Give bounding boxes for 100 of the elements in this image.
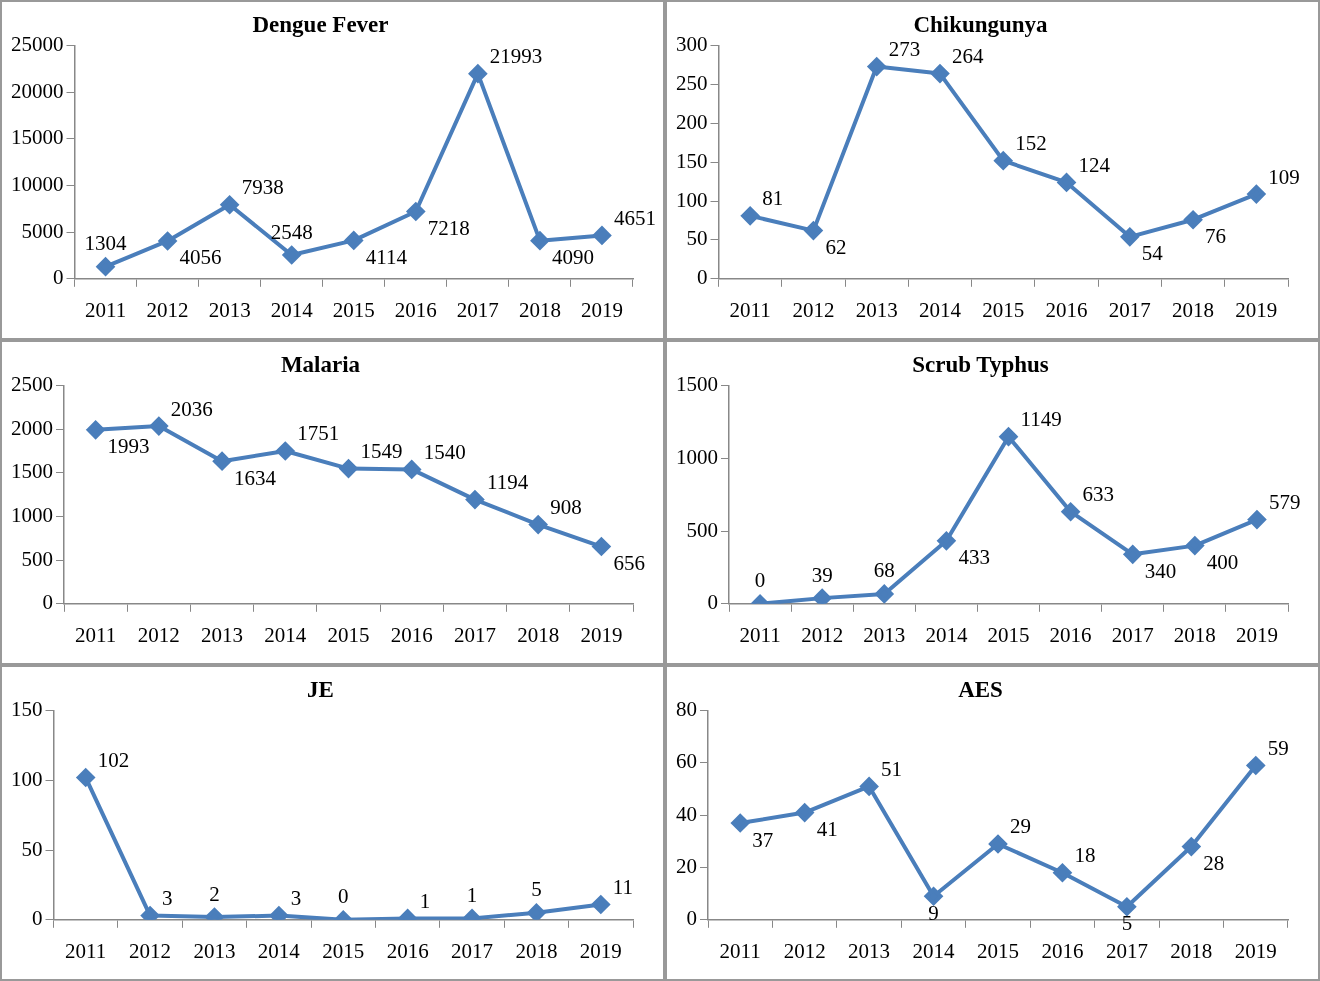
data-label: 29: [1010, 814, 1031, 839]
point: [1061, 502, 1080, 521]
data-label: 9: [928, 900, 939, 925]
x-tick-label: 2016: [386, 938, 429, 963]
data-label: 656: [613, 551, 645, 576]
data-label: 62: [825, 235, 847, 260]
x-tick-label: 2012: [129, 938, 172, 963]
y-tick-label: 100: [676, 187, 708, 212]
y-tick-label: 20000: [11, 78, 64, 103]
point: [1053, 863, 1072, 882]
data-label: 7938: [241, 175, 284, 200]
y-tick-label: 0: [53, 265, 64, 290]
y-tick-label: 0: [32, 906, 43, 931]
x-tick-label: 2017: [1111, 622, 1154, 647]
point: [795, 803, 814, 822]
x-tick-label: 2013: [848, 938, 891, 963]
x-tick-label: 2015: [332, 297, 375, 322]
data-label: 37: [752, 827, 774, 852]
x-tick-label: 2012: [801, 622, 844, 647]
x-tick-label: 2017: [451, 938, 494, 963]
data-label: 68: [873, 558, 895, 583]
point: [1123, 545, 1142, 564]
y-tick-label: 40: [676, 801, 697, 826]
data-label: 4090: [551, 245, 594, 270]
data-label: 28: [1203, 851, 1225, 876]
point: [276, 441, 295, 460]
data-label: 1304: [84, 231, 128, 256]
chart-title: Chikungunya: [913, 11, 1049, 37]
point: [86, 420, 105, 439]
point: [213, 452, 232, 471]
data-label: 81: [762, 186, 784, 211]
point: [999, 427, 1018, 446]
x-tick-label: 2015: [977, 938, 1019, 963]
y-tick-label: 2000: [11, 415, 53, 440]
point: [527, 903, 546, 920]
chart-title: Dengue Fever: [252, 11, 389, 37]
point: [875, 584, 894, 603]
point: [731, 814, 750, 833]
y-tick-label: 20: [676, 854, 697, 879]
y-tick-label: 1000: [11, 503, 53, 528]
point: [867, 57, 886, 76]
x-tick-label: 2018: [1172, 297, 1215, 322]
x-tick-label: 2014: [912, 938, 956, 963]
x-tick-label: 2011: [719, 938, 761, 963]
y-tick-label: 0: [42, 590, 53, 615]
chart-title: AES: [958, 676, 1003, 702]
y-tick-label: 15000: [11, 125, 64, 150]
x-tick-label: 2013: [193, 938, 236, 963]
x-tick-label: 2012: [792, 297, 835, 322]
x-tick-label: 2013: [201, 622, 244, 647]
data-label: 11: [612, 874, 634, 899]
x-tick-label: 2015: [327, 622, 370, 647]
chart-title: JE: [307, 676, 334, 702]
y-tick-label: 150: [11, 697, 43, 722]
data-label: 579: [1268, 490, 1301, 515]
x-tick-label: 2016: [1049, 622, 1092, 647]
point: [76, 768, 95, 787]
point: [592, 537, 611, 556]
data-label: 1634: [234, 465, 277, 490]
x-tick-label: 2017: [1108, 297, 1151, 322]
x-tick-label: 2014: [264, 622, 307, 647]
data-label: 152: [1015, 131, 1047, 156]
point: [1120, 227, 1139, 246]
point: [860, 777, 879, 796]
x-tick-label: 2019: [1234, 938, 1277, 963]
x-tick-label: 2018: [515, 938, 558, 963]
point: [1247, 185, 1266, 204]
data-label: 264: [951, 44, 984, 69]
y-tick-label: 60: [676, 749, 697, 774]
data-label: 273: [888, 37, 921, 62]
point: [282, 246, 301, 265]
data-label: 340: [1144, 558, 1177, 583]
point: [1117, 897, 1136, 916]
y-tick-label: 250: [676, 70, 708, 95]
data-label: 4114: [365, 244, 408, 269]
x-tick-label: 2018: [517, 622, 560, 647]
point: [406, 202, 425, 221]
data-label: 400: [1206, 550, 1239, 575]
x-tick-label: 2011: [65, 938, 107, 963]
x-tick-label: 2011: [74, 622, 117, 647]
y-tick-label: 50: [686, 226, 708, 251]
data-label: 2036: [170, 396, 213, 421]
point: [530, 231, 549, 250]
x-tick-label: 2015: [322, 938, 365, 963]
x-tick-label: 2018: [1173, 622, 1216, 647]
x-tick-label: 2019: [1235, 622, 1278, 647]
y-tick-label: 80: [676, 697, 697, 722]
data-label: 0: [754, 568, 766, 593]
data-label: 1540: [423, 439, 466, 464]
y-tick-label: 1500: [676, 372, 718, 397]
data-label: 1993: [107, 434, 150, 459]
x-tick-label: 2013: [863, 622, 906, 647]
y-tick-label: 500: [686, 517, 718, 542]
point: [339, 459, 358, 478]
y-tick-label: 2500: [11, 372, 53, 397]
x-tick-label: 2011: [729, 297, 771, 322]
data-label: 4651: [613, 205, 656, 230]
data-label: 5: [531, 877, 542, 902]
x-tick-label: 2012: [146, 297, 189, 322]
data-label: 5: [1121, 911, 1133, 936]
